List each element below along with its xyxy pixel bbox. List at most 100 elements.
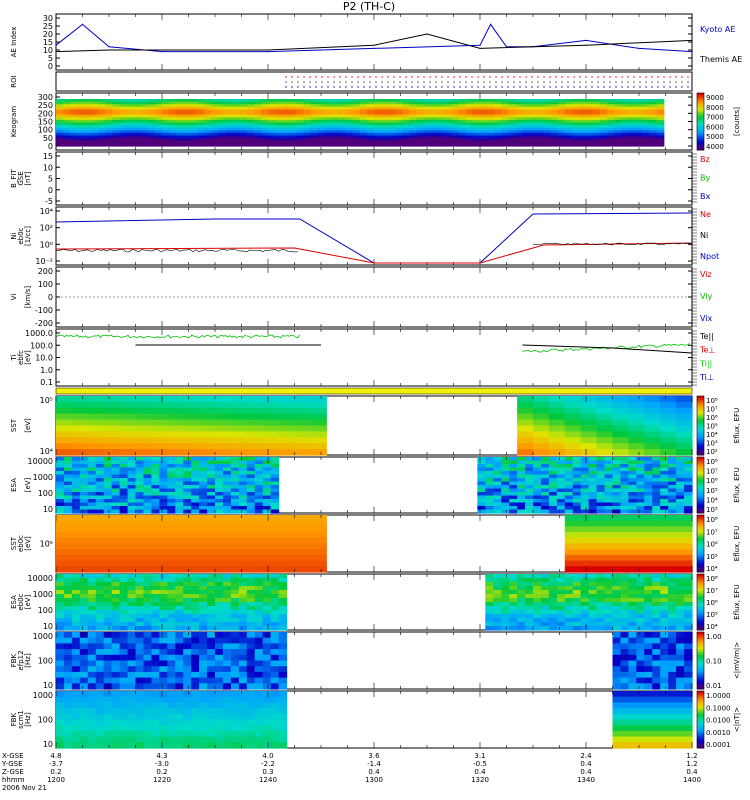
vi-zero-dot <box>289 296 291 298</box>
sst-i-cell <box>103 554 121 562</box>
sst-e-cell <box>71 449 89 456</box>
esa-e-cell <box>246 471 256 476</box>
esa-e-cell <box>159 485 168 490</box>
esa-e-cell <box>119 509 129 514</box>
esa-i-cell <box>636 598 645 603</box>
keogram-cell <box>508 122 516 126</box>
sst-i-cell <box>119 520 137 527</box>
esa-i-cell <box>572 614 582 619</box>
keogram-cell <box>140 117 149 121</box>
esa-e-cell <box>509 506 518 511</box>
esa-e-cell <box>151 506 160 511</box>
esa-e-cell <box>71 478 81 483</box>
keogram-cell <box>374 138 382 142</box>
keogram-cell <box>133 114 142 118</box>
keogram-cell <box>416 106 425 111</box>
esa-i-cell <box>564 590 574 595</box>
sst-i-cell <box>151 515 168 522</box>
esa-e-cell <box>79 492 89 497</box>
keogram-cell <box>119 119 128 124</box>
keogram-cell <box>289 112 297 116</box>
keogram-cell <box>352 109 361 113</box>
sst-i-cell <box>151 537 168 545</box>
esa-i-cell <box>652 574 661 579</box>
esa-i-cell <box>254 594 264 599</box>
keogram-cell <box>381 140 389 144</box>
keogram-cell <box>543 127 552 131</box>
sst-i-cell <box>644 566 661 573</box>
esa-e-cell <box>71 460 81 465</box>
keogram-cell <box>176 109 184 113</box>
keogram-cell <box>359 104 368 108</box>
keogram-cell <box>204 138 213 142</box>
keogram-cell <box>183 109 191 113</box>
keogram-cell <box>649 117 658 121</box>
keogram-cell <box>126 112 135 116</box>
keogram-cell <box>126 140 135 144</box>
esa-i-cell <box>485 602 494 607</box>
keogram-cell <box>571 130 580 134</box>
esa-e-cell <box>215 502 224 507</box>
keogram-cell <box>77 130 85 134</box>
esa-i-cell <box>87 614 97 619</box>
sst-i-cell <box>294 566 311 573</box>
esa-e-cell <box>620 485 629 490</box>
sst-i-cell <box>310 537 327 545</box>
esa-i-cell <box>56 590 65 595</box>
sst-e-cell <box>199 413 216 421</box>
sst-i-cbar-cell <box>697 570 704 573</box>
esa-i-cell <box>135 618 145 623</box>
esa-e-cell <box>668 488 677 493</box>
keogram-cell <box>437 132 446 137</box>
esa-i-cell <box>135 626 145 631</box>
sst-i-cbar-cell <box>697 532 704 535</box>
esa-e-cell <box>509 471 518 476</box>
keogram-cell <box>444 109 453 113</box>
esa-e-cell <box>230 457 240 462</box>
roi-dot <box>303 86 305 88</box>
sst-e-cell <box>278 396 296 403</box>
keogram-cell <box>352 119 361 124</box>
esa-e-cell <box>684 502 693 507</box>
esa-i-cell <box>230 614 240 619</box>
esa-i-cell <box>612 590 622 595</box>
esa-e-cell <box>215 464 224 469</box>
keogram-cell <box>197 112 205 116</box>
sst-i-cell <box>71 566 89 573</box>
sst-i-cbar-cell <box>697 522 704 525</box>
sst-e-cell <box>87 449 105 456</box>
keogram-cell <box>402 135 410 139</box>
esa-i-cell <box>262 606 272 611</box>
esa-e-cell <box>660 460 669 465</box>
keogram-cell <box>656 132 665 137</box>
ae-point <box>585 39 587 42</box>
esa-i-cbar-cell <box>697 577 704 581</box>
sst-i-cell <box>230 520 248 527</box>
keogram-cell <box>119 109 128 113</box>
keogram-cell <box>409 127 417 131</box>
esa-e-cell <box>238 460 248 465</box>
esa-e-cell <box>548 509 558 514</box>
keogram-cell <box>543 114 552 118</box>
roi-dot <box>489 76 491 78</box>
esa-e-cbar-cell <box>697 507 704 510</box>
esa-i-cell <box>270 582 280 587</box>
esa-e-cell <box>222 478 232 483</box>
sst-i-cell <box>183 560 200 567</box>
esa-e-cell <box>63 471 73 476</box>
ni-ylabel: Ni <box>10 232 18 239</box>
esa-e-cell <box>525 460 534 465</box>
keogram-cell <box>465 125 474 129</box>
esa-i-cell <box>501 586 510 591</box>
keogram-cell <box>494 138 502 142</box>
keogram-cell <box>409 114 417 118</box>
sst-i-cell <box>199 566 216 573</box>
esa-e-cell <box>620 467 629 472</box>
esa-e-cell <box>191 478 200 483</box>
keogram-cell <box>402 122 410 126</box>
keogram-cell <box>352 114 361 118</box>
esa-e-cell <box>636 481 645 486</box>
esa-i-cell <box>199 582 208 587</box>
keogram-cell <box>119 143 128 147</box>
